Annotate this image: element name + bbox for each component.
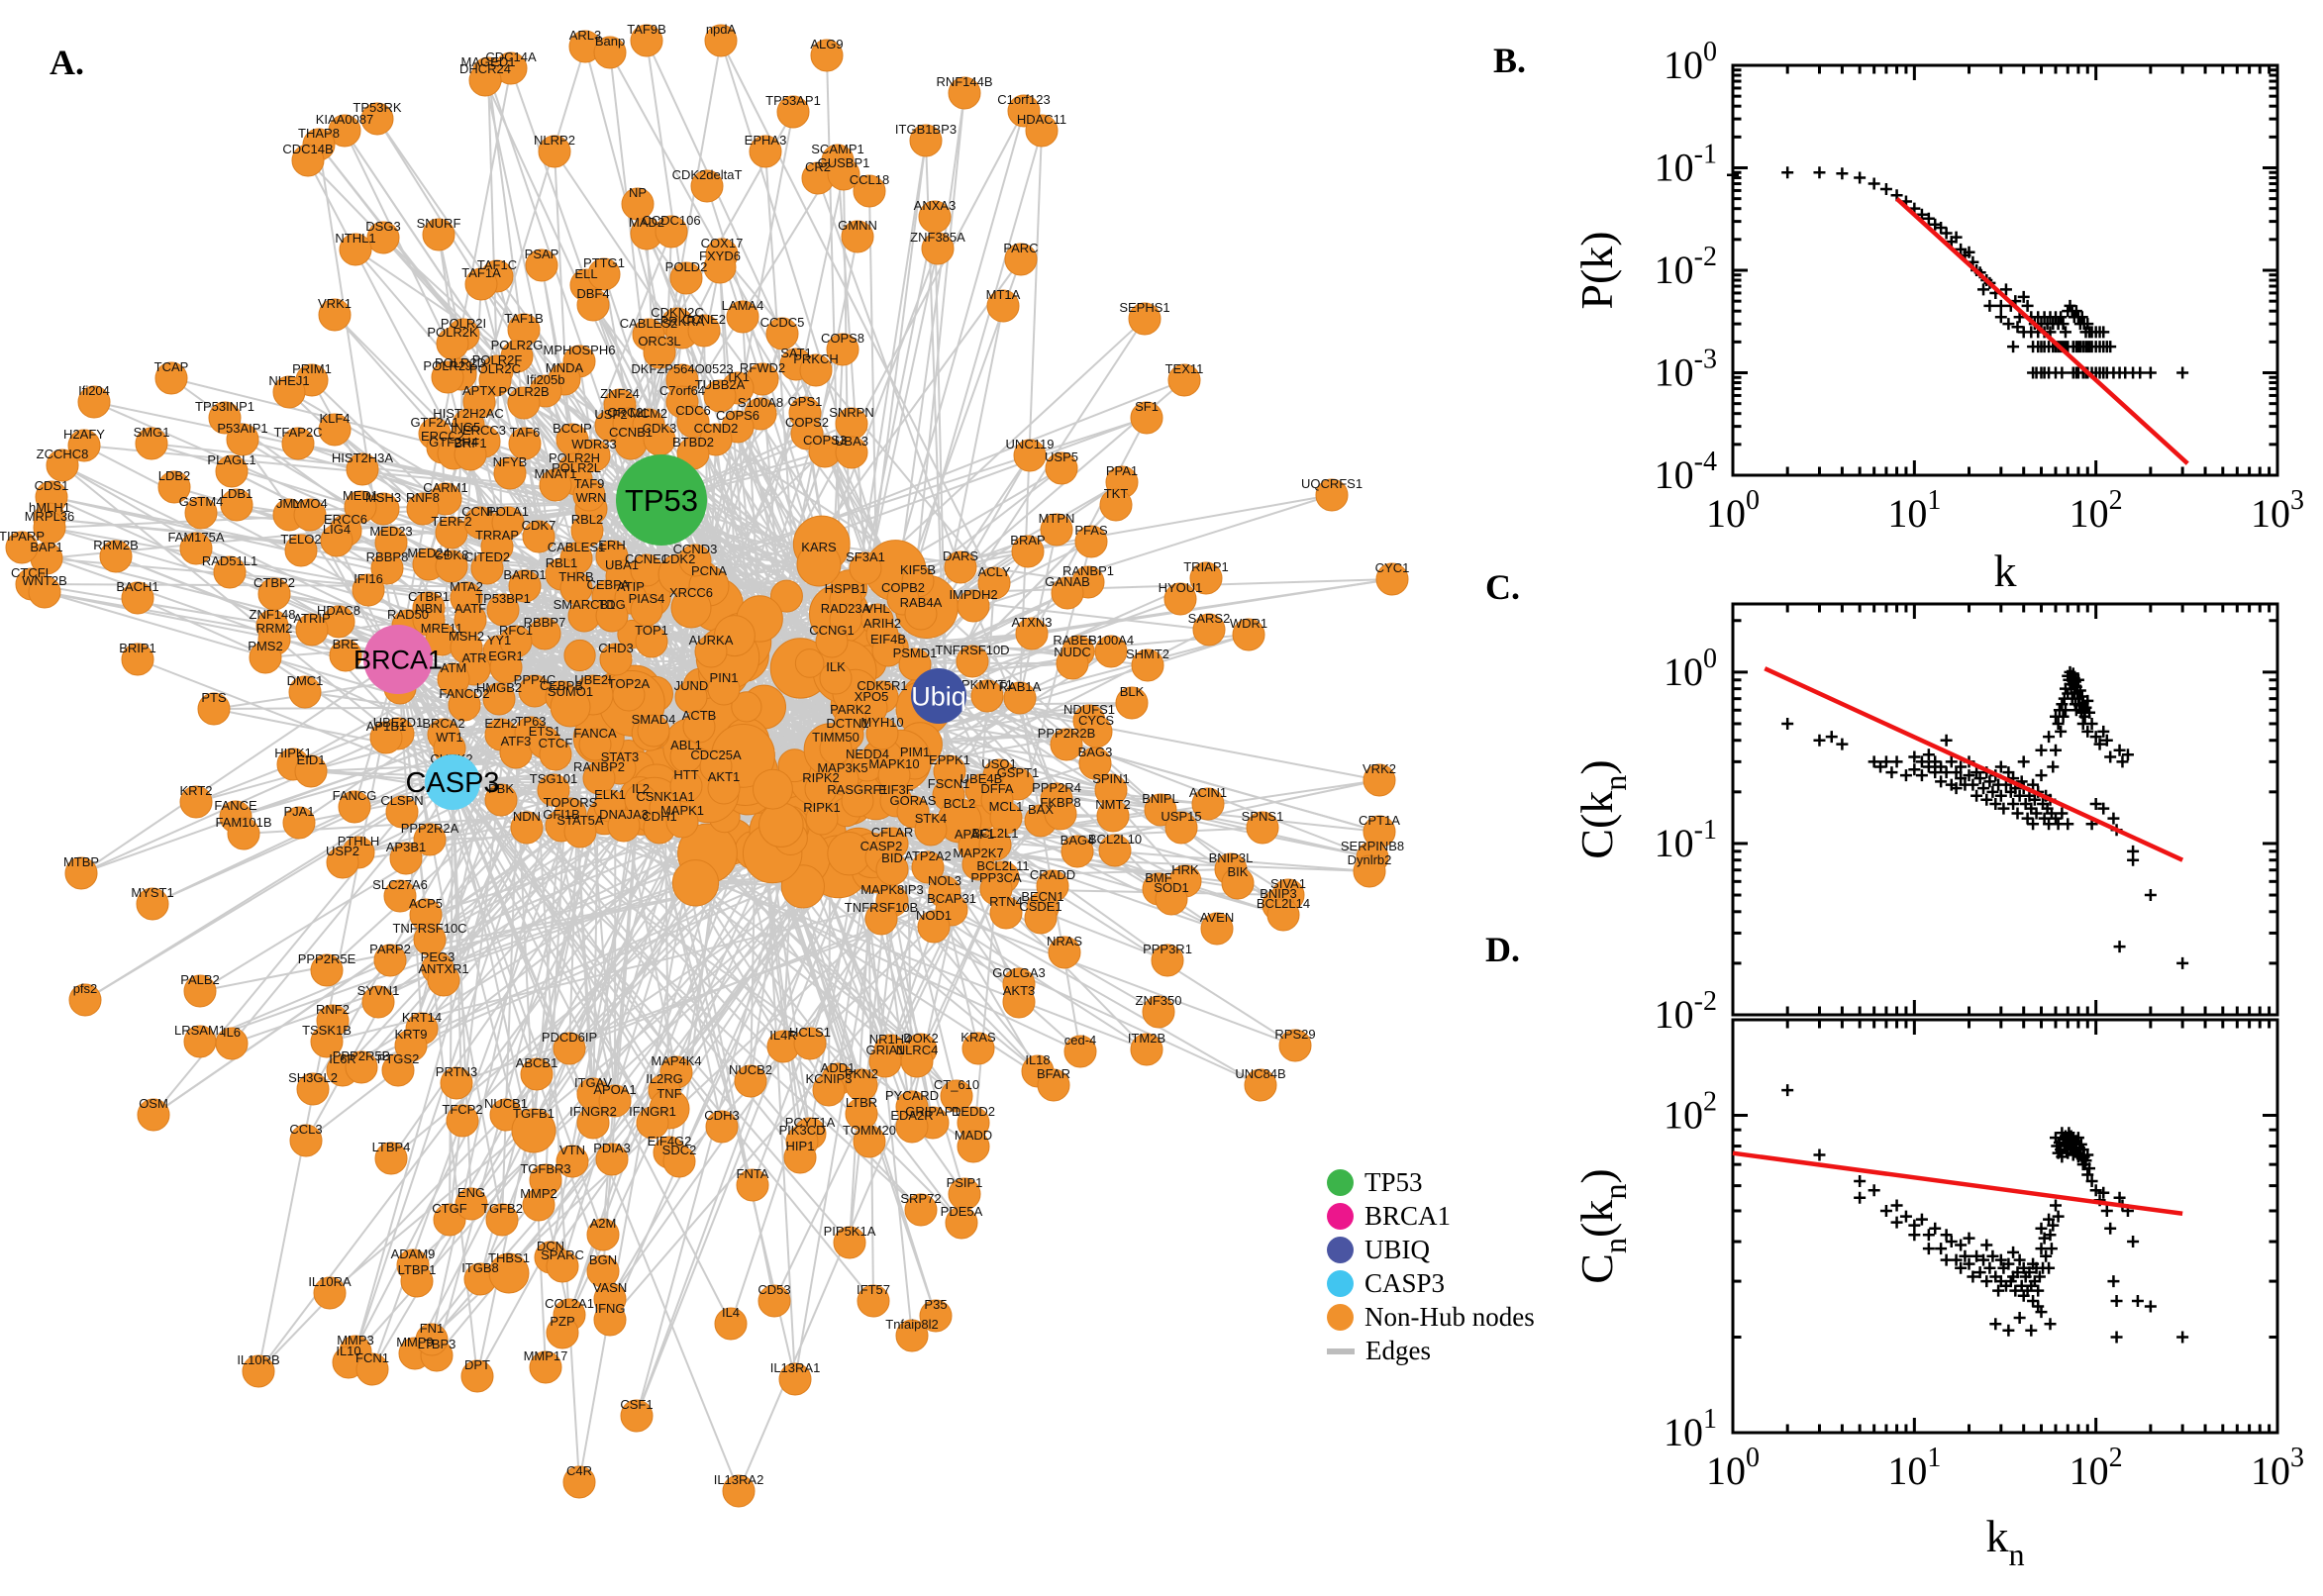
network-edge <box>912 811 1148 1050</box>
plot-frame <box>1731 63 2279 477</box>
casp3-node-icon <box>1327 1270 1354 1297</box>
network-edge <box>938 695 1061 815</box>
legend-item-brca1: BRCA1 <box>1327 1201 1535 1231</box>
panel-c-label: C. <box>1485 567 1520 607</box>
y-tick-label: 10-3 <box>1655 345 1717 395</box>
network-edge <box>242 439 696 561</box>
fit-line <box>1895 196 2189 465</box>
brca1-node-icon <box>1327 1203 1354 1230</box>
legend: TP53 BRCA1 UBIQ CASP3 Non-Hub nodes Edge… <box>1327 1167 1535 1365</box>
network-edge <box>973 845 1218 930</box>
x-tick-label: 103 <box>2251 1443 2304 1493</box>
y-tick-label: 10-1 <box>1655 140 1717 190</box>
x-tick-label: 102 <box>2070 485 2123 536</box>
network-edge <box>554 150 851 589</box>
chart-panel-c: 100 10-1 10-2 C(kn) <box>1571 602 2279 1037</box>
y-tick-label: 10-2 <box>1655 242 1717 292</box>
y-tick-label: 100 <box>1664 37 1717 87</box>
legend-label: CASP3 <box>1364 1268 1446 1298</box>
legend-item-ubiq: UBIQ <box>1327 1235 1535 1264</box>
legend-label: TP53 <box>1364 1167 1423 1197</box>
y-tick-label: 102 <box>1664 1086 1717 1137</box>
y-tick-label: 101 <box>1664 1404 1717 1454</box>
legend-label: Edges <box>1365 1336 1431 1365</box>
scatter-points <box>1727 166 2189 379</box>
legend-label: Non-Hub nodes <box>1364 1302 1535 1332</box>
x-tick-label: 100 <box>1706 485 1760 536</box>
panel-d-label: D. <box>1485 930 1520 969</box>
x-axis-title: kn <box>1985 1511 2024 1572</box>
nonhub-node-icon <box>1327 1304 1354 1331</box>
x-tick-label: 101 <box>1887 1443 1941 1493</box>
x-tick-label: 100 <box>1706 1443 1760 1493</box>
legend-label: BRCA1 <box>1364 1201 1452 1231</box>
legend-item-edges: Edges <box>1327 1336 1535 1365</box>
y-axis-title: C(kn) <box>1571 759 1633 858</box>
network-edge <box>720 40 995 584</box>
network-edge <box>701 417 1148 581</box>
x-axis-title: k <box>1994 546 2017 596</box>
network-edge <box>837 159 866 569</box>
network-edge <box>1019 130 1043 699</box>
scatter-points <box>1781 665 2189 969</box>
network-panel: ARL3 Banp TAF9B npdA ALG9 MAGED1 CDC14A DHCR24 T… <box>0 22 1409 1508</box>
legend-item-tp53: TP53 <box>1327 1167 1535 1197</box>
y-tick-label: 10-4 <box>1655 447 1717 497</box>
ubiq-node-icon <box>1327 1237 1354 1263</box>
edge-line-icon <box>1327 1347 1355 1354</box>
x-tick-label: 101 <box>1887 485 1941 536</box>
plot-frame <box>1731 1018 2279 1435</box>
tp53-node-icon <box>1327 1169 1354 1196</box>
scatter-points <box>1781 1084 2189 1344</box>
y-tick-label: 10-2 <box>1655 986 1717 1037</box>
x-tick-label: 103 <box>2251 485 2304 536</box>
panel-a-label: A. <box>50 43 84 82</box>
legend-item-nonhub: Non-Hub nodes <box>1327 1302 1535 1332</box>
fit-line <box>1732 1150 2183 1217</box>
y-axis-title: Cn(kn) <box>1571 1168 1633 1284</box>
y-axis-title: P(k) <box>1571 231 1622 309</box>
y-tick-label: 10-1 <box>1655 815 1717 865</box>
legend-item-casp3: CASP3 <box>1327 1268 1535 1298</box>
legend-label: UBIQ <box>1364 1235 1430 1264</box>
x-tick-label: 102 <box>2070 1443 2123 1493</box>
fit-line <box>1764 666 2184 862</box>
panel-b-label: B. <box>1493 41 1527 80</box>
y-tick-label: 100 <box>1664 644 1717 694</box>
